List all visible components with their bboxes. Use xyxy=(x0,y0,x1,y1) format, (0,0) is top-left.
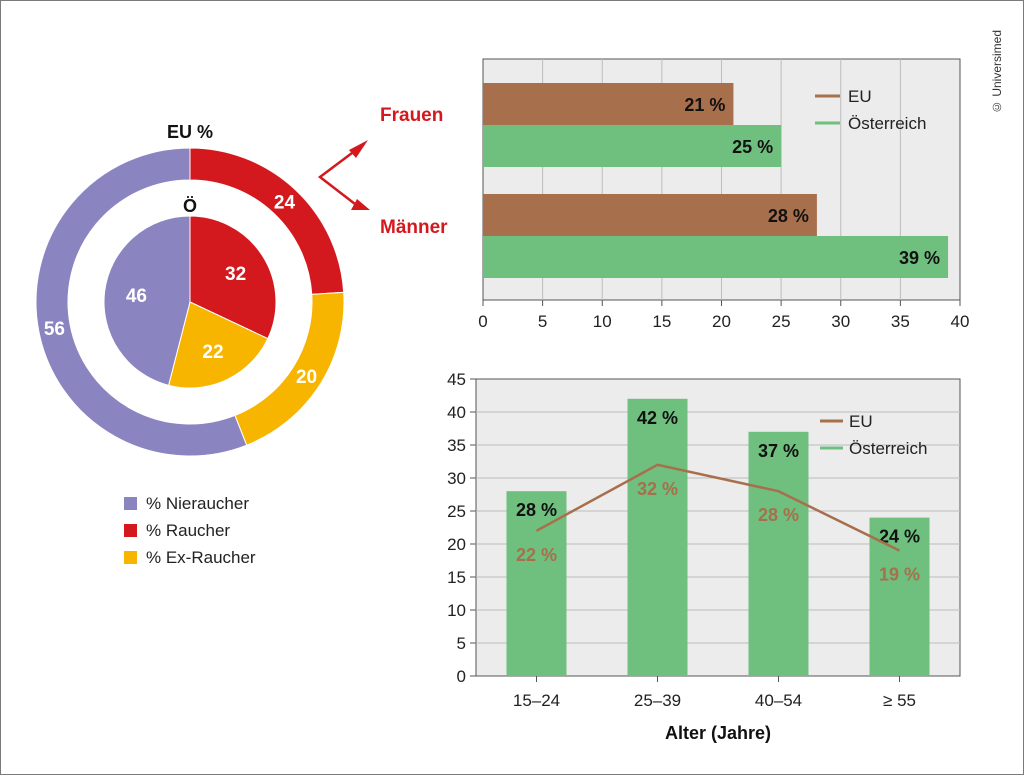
vbar-tick-label: 45 xyxy=(447,370,466,389)
vbar-value-label: 37 % xyxy=(758,441,799,461)
hbar-bar-Österreich-Frauen xyxy=(483,125,782,167)
vbar-legend-label: EU xyxy=(849,412,873,431)
donut-oe-label-1: 32 xyxy=(225,264,246,285)
hbar-bar-EU-Frauen xyxy=(483,83,734,125)
vbar-category-label: ≥ 55 xyxy=(883,691,916,710)
donut-legend-swatch xyxy=(124,524,137,537)
donut-oe-slice-2 xyxy=(168,301,269,389)
arrow-connector xyxy=(317,152,356,205)
vbar-category-label: 25–39 xyxy=(634,691,681,710)
hbar-category-label: Frauen xyxy=(380,105,443,126)
hbar-legend-label: Österreich xyxy=(848,114,926,133)
vbar-bar-25–39 xyxy=(627,398,688,676)
donut-legend-label: % Nieraucher xyxy=(146,494,249,513)
hbar-tick-label: 5 xyxy=(538,312,547,331)
donut-legend-label: % Raucher xyxy=(146,521,230,540)
hbar-tick-label: 20 xyxy=(712,312,731,331)
hbar-tick-label: 0 xyxy=(478,312,487,331)
vbar-value-label: 42 % xyxy=(637,408,678,428)
vbar-tick-label: 0 xyxy=(457,667,466,686)
vbar-value-label: 24 % xyxy=(879,527,920,547)
hbar-tick-label: 10 xyxy=(593,312,612,331)
donut-eu-label-1: 24 xyxy=(274,192,296,213)
donut-legend-label: % Ex-Raucher xyxy=(146,548,256,567)
vbar-line-label: 22 % xyxy=(516,545,557,565)
donut-outer-label: EU % xyxy=(167,122,213,142)
donut-oe-label-2: 22 xyxy=(202,342,223,363)
vbar-tick-label: 15 xyxy=(447,568,466,587)
donut-eu-label-2: 20 xyxy=(296,367,317,388)
hbar-value-label: 39 % xyxy=(899,248,940,268)
vbar-tick-label: 35 xyxy=(447,436,466,455)
vbar-bar-≥ 55 xyxy=(869,517,930,676)
hbar-value-label: 21 % xyxy=(684,95,725,115)
donut-oe-slice-1 xyxy=(189,215,277,340)
arrow-head-down xyxy=(351,199,370,210)
hbar-legend-label: EU xyxy=(848,87,872,106)
vbar-legend-label: Österreich xyxy=(849,439,927,458)
donut-inner-label: Ö xyxy=(183,196,197,216)
vbar-bar-40–54 xyxy=(748,431,809,676)
donut-eu-label-0: 56 xyxy=(44,319,65,340)
donut-oe-label-0: 46 xyxy=(126,286,147,307)
vbar-bar-15–24 xyxy=(506,491,567,676)
hbar-tick-label: 30 xyxy=(831,312,850,331)
vbar-line-label: 28 % xyxy=(758,505,799,525)
donut-eu-slice-0 xyxy=(35,147,248,457)
hbar-bar-Österreich-Männer xyxy=(483,236,949,278)
vbar-tick-label: 5 xyxy=(457,634,466,653)
vbar-eu-line xyxy=(535,463,901,552)
arrow-head-up xyxy=(349,140,368,158)
hbar-tick-label: 15 xyxy=(652,312,671,331)
vbar-x-axis-title: Alter (Jahre) xyxy=(665,723,771,743)
vbar-tick-label: 10 xyxy=(447,601,466,620)
donut-oe-slice-0 xyxy=(103,215,191,386)
vbar-tick-label: 20 xyxy=(447,535,466,554)
vbar-tick-label: 40 xyxy=(447,403,466,422)
vbar-category-label: 40–54 xyxy=(755,691,802,710)
vbar-tick-label: 30 xyxy=(447,469,466,488)
hbar-tick-label: 35 xyxy=(891,312,910,331)
hbar-tick-label: 25 xyxy=(772,312,791,331)
hbar-value-label: 28 % xyxy=(768,206,809,226)
hbar-bar-EU-Männer xyxy=(483,194,817,236)
hbar-value-label: 25 % xyxy=(732,137,773,157)
vbar-category-label: 15–24 xyxy=(513,691,560,710)
vbar-value-label: 28 % xyxy=(516,500,557,520)
vbar-tick-label: 25 xyxy=(447,502,466,521)
hbar-category-label: Männer xyxy=(380,217,448,238)
hbar-tick-label: 40 xyxy=(951,312,970,331)
donut-legend-swatch xyxy=(124,497,137,510)
donut-legend-swatch xyxy=(124,551,137,564)
vbar-line-label: 32 % xyxy=(637,479,678,499)
vbar-line-label: 19 % xyxy=(879,565,920,585)
